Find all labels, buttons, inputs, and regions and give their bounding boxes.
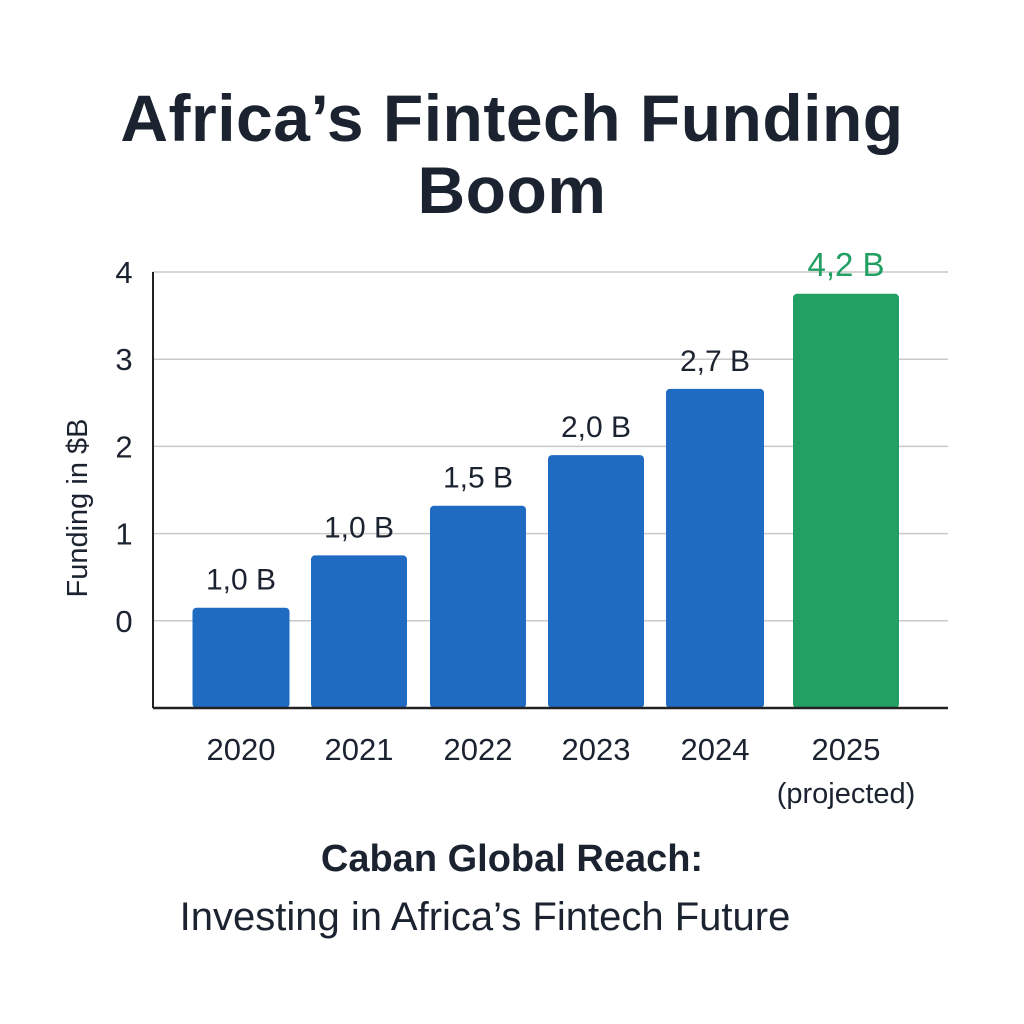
chart-title-line-1: Africa’s Fintech Funding <box>120 81 904 155</box>
bar <box>548 455 644 708</box>
data-label: 4,2 B <box>807 246 884 283</box>
y-tick-label: 1 <box>115 517 132 552</box>
bar <box>192 607 290 708</box>
data-label: 1,0 B <box>324 511 394 544</box>
x-tick-sublabel: (projected) <box>777 778 916 810</box>
x-tick-label: 2024 <box>681 732 750 767</box>
footer-subtitle: Investing in Africa’s Fintech Future <box>179 895 791 939</box>
x-tick-label: 2023 <box>562 732 631 767</box>
y-tick-label: 3 <box>115 342 132 377</box>
data-label: 1,5 B <box>443 462 513 495</box>
data-label: 2,0 B <box>561 411 631 444</box>
x-tick-label: 2021 <box>325 732 394 767</box>
y-tick-label: 4 <box>115 255 132 290</box>
bar <box>793 293 899 708</box>
x-tick-label: 2020 <box>207 732 276 767</box>
chart-title-line-2: Boom <box>417 153 607 227</box>
x-tick-label: 2022 <box>444 732 513 767</box>
y-tick-label: 2 <box>115 429 132 464</box>
data-label: 1,0 B <box>206 564 276 597</box>
bar <box>430 505 526 708</box>
data-label: 2,7 B <box>680 345 750 378</box>
y-axis-label: Funding in $B <box>62 419 94 598</box>
y-tick-label: 0 <box>115 604 132 639</box>
bar <box>311 555 407 708</box>
x-tick-label: 2025 <box>812 732 881 767</box>
footer-title: Caban Global Reach: <box>320 838 704 880</box>
bar <box>666 388 764 708</box>
